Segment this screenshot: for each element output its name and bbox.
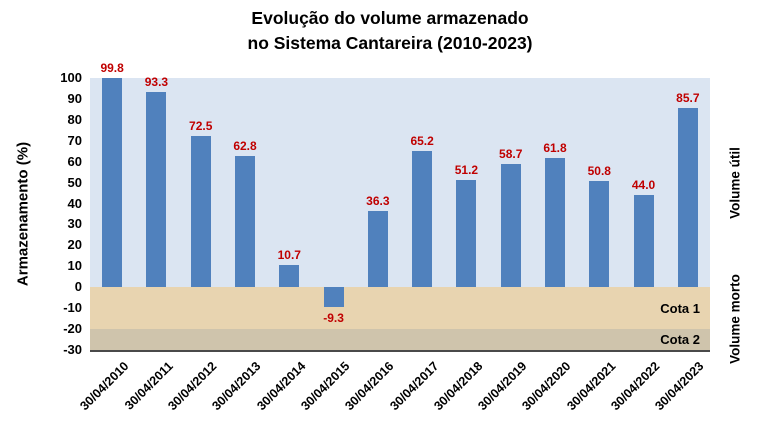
bar-value-label: 36.3 — [366, 194, 390, 209]
y-tick-label: -30 — [63, 342, 82, 357]
y-tick-label: 100 — [60, 70, 82, 85]
right-annotation-volume-morto: Volume morto — [727, 273, 743, 364]
bar-value-label: 62.8 — [233, 138, 257, 153]
bar-30-04-2022 — [633, 195, 654, 288]
bar-30-04-2012 — [190, 135, 211, 288]
chart-title-line1: Evolução do volume armazenado — [251, 8, 529, 28]
y-tick-label: 70 — [67, 132, 82, 148]
y-tick-label: -20 — [63, 321, 82, 337]
bar-value-label: 99.8 — [100, 61, 124, 76]
band-volume-util — [90, 78, 710, 288]
y-tick-label: 0 — [74, 279, 82, 295]
y-tick-label: 10 — [67, 258, 82, 274]
bar-value-label: 61.8 — [543, 140, 567, 155]
y-tick-label: 20 — [67, 237, 82, 253]
x-tick-label: 30/04/2010 — [76, 359, 132, 414]
x-axis-line — [90, 350, 710, 352]
bar-value-label: 72.5 — [189, 118, 213, 133]
bar-30-04-2011 — [146, 92, 167, 288]
bar-value-label: 85.7 — [676, 90, 700, 105]
y-tick-label: 40 — [67, 195, 82, 211]
bar-value-label: -9.3 — [323, 310, 344, 325]
bar-value-label: 58.7 — [499, 147, 523, 162]
bar-value-label: 51.2 — [454, 163, 479, 178]
bar-30-04-2016 — [367, 211, 388, 288]
bar-value-label: 65.2 — [410, 133, 434, 148]
bar-30-04-2013 — [235, 155, 255, 288]
bar-30-04-2010 — [102, 78, 123, 288]
band-cota-2 — [90, 329, 710, 350]
y-tick-label: 30 — [67, 216, 82, 232]
bar-30-04-2017 — [412, 150, 433, 288]
bar-value-label: 44.0 — [631, 178, 656, 193]
y-tick-label: -10 — [63, 300, 82, 316]
chart-title-line2: no Sistema Cantareira (2010-2023) — [247, 32, 533, 53]
band-cota-1 — [90, 287, 710, 330]
y-tick-label: 50 — [67, 174, 82, 190]
right-annotation-volume-útil: Volume útil — [727, 146, 743, 219]
bar-30-04-2015 — [323, 287, 344, 307]
bar-30-04-2023 — [677, 107, 698, 288]
band-label-cota-1: Cota 1 — [660, 300, 700, 316]
bar-30-04-2018 — [456, 180, 477, 288]
bar-30-04-2020 — [545, 157, 565, 288]
y-tick-label: 60 — [67, 153, 82, 169]
y-tick-label: 80 — [67, 111, 82, 127]
bar-value-label: 93.3 — [144, 75, 169, 90]
bar-value-label: 10.7 — [277, 247, 301, 262]
y-tick-label: 90 — [67, 90, 82, 106]
bar-value-label: 50.8 — [587, 163, 611, 178]
band-label-cota-2: Cota 2 — [660, 332, 700, 348]
chart-title: Evolução do volume armazenado no Sistema… — [70, 6, 710, 55]
bar-30-04-2014 — [279, 264, 300, 288]
bar-30-04-2019 — [500, 164, 521, 288]
bar-30-04-2021 — [589, 180, 610, 288]
